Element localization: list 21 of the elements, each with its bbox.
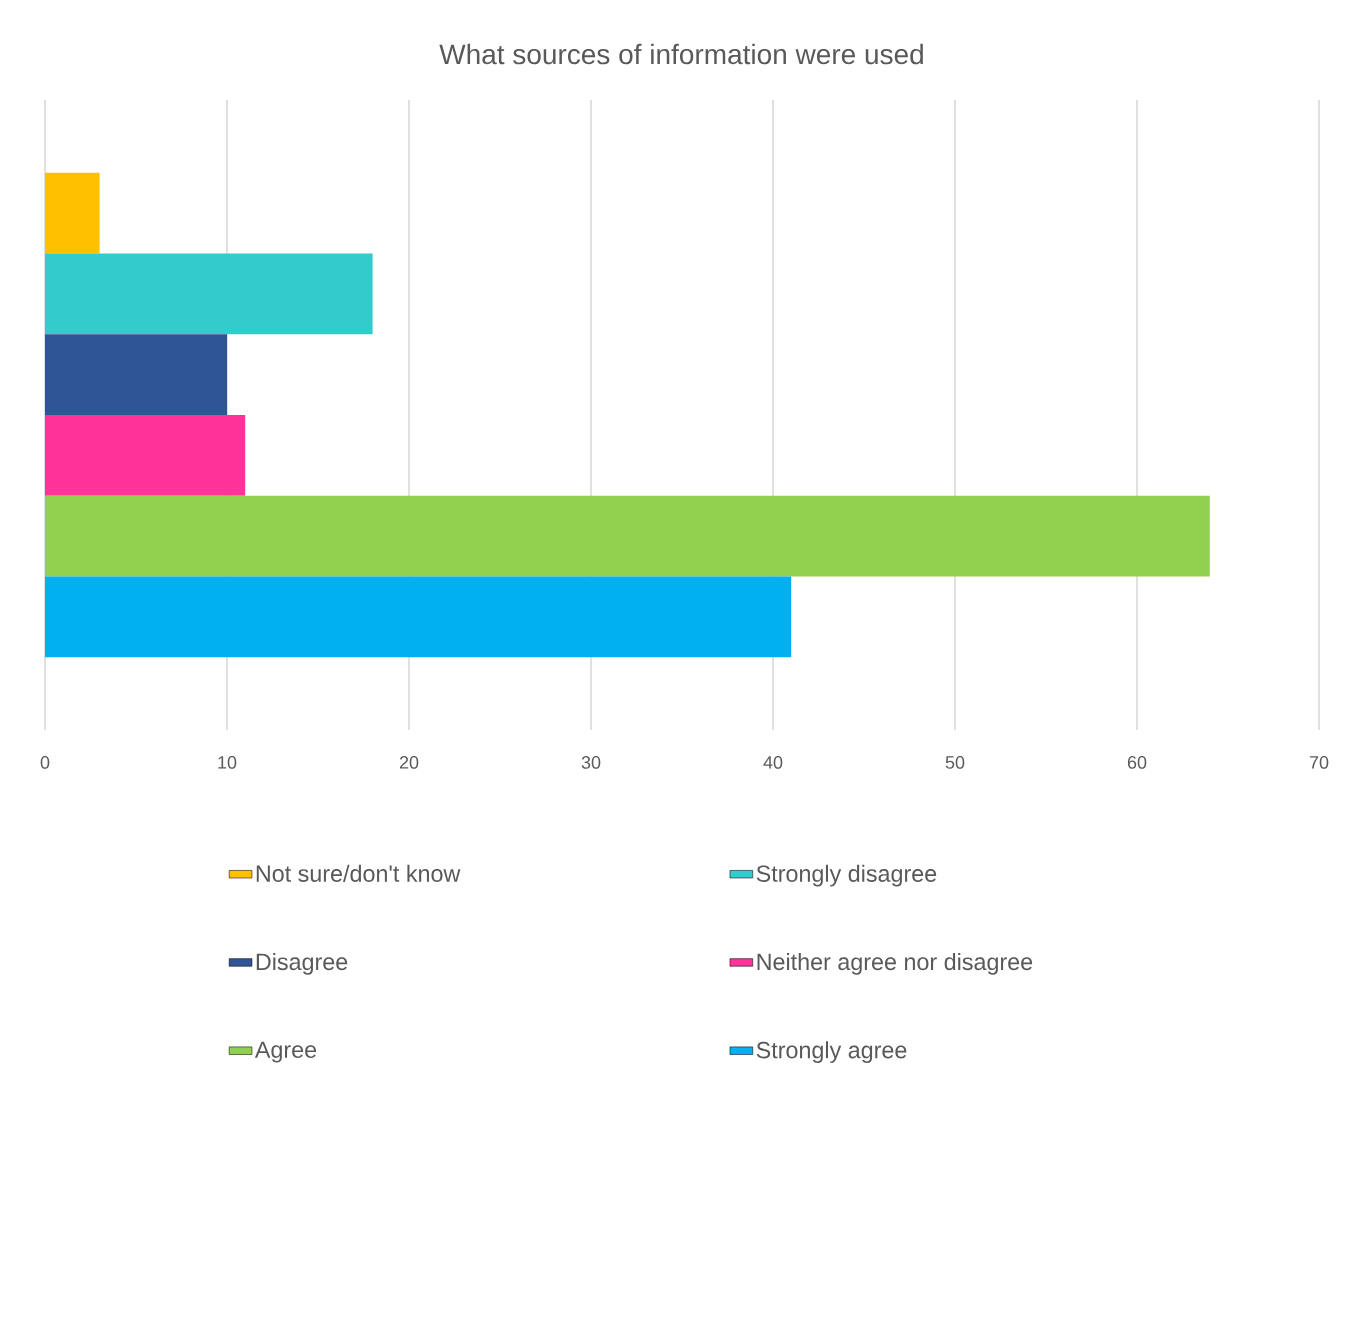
x-tick-label: 60 (1127, 756, 1147, 769)
x-tick-label: 10 (218, 756, 237, 769)
legend-label: Strongly disagree (756, 864, 937, 887)
x-tick-label: 50 (945, 756, 965, 769)
legend-label: Strongly agree (756, 1041, 907, 1063)
chart-title: What sources of information were used (439, 43, 923, 65)
legend-label: Disagree (256, 952, 348, 975)
bar (45, 415, 246, 496)
bar (45, 253, 373, 335)
x-tick-label: 40 (763, 756, 783, 769)
legend-label: Agree (254, 1041, 317, 1063)
legend-label: Neither agree nor disagree (757, 952, 1033, 975)
legend-label: Not sure/don't know (256, 864, 461, 882)
x-tick-label: 70 (1309, 756, 1329, 769)
bar (45, 334, 227, 416)
x-tick-label: 0 (40, 756, 50, 769)
bar (45, 495, 1210, 577)
x-tick-label: 30 (581, 756, 601, 769)
bar (45, 576, 792, 658)
x-tick-label: 20 (399, 756, 419, 769)
bar (45, 172, 100, 254)
